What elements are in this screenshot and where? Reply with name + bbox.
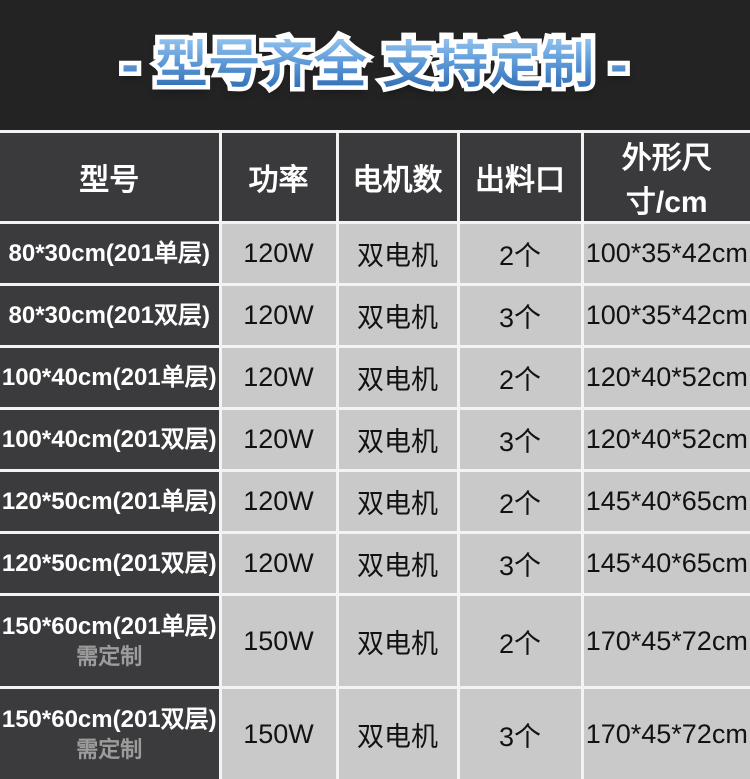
power-cell: 120W [220,285,337,347]
page-title: - 型号齐全 支持定制 - - 型号齐全 支持定制 - [122,39,629,91]
model-name: 150*60cm(201双层) [0,706,219,734]
power-cell: 120W [220,471,337,533]
table-row: 80*30cm(201双层) 120W 双电机 3个 100*35*42cm [0,285,750,347]
table-row: 100*40cm(201单层) 120W 双电机 2个 120*40*52cm [0,347,750,409]
power-cell: 120W [220,223,337,285]
model-cell: 80*30cm(201双层) [0,285,220,347]
model-name: 120*50cm(201双层) [0,550,219,578]
motors-cell: 双电机 [337,347,458,409]
model-note: 需定制 [0,644,219,669]
power-cell: 120W [220,533,337,595]
column-header-power: 功率 [220,132,337,223]
model-cell: 120*50cm(201双层) [0,533,220,595]
model-cell: 80*30cm(201单层) [0,223,220,285]
outlets-cell: 2个 [458,223,582,285]
column-header-dimensions: 外形尺寸/cm [582,132,750,223]
table-row: 150*60cm(201双层) 需定制 150W 双电机 3个 170*45*7… [0,688,750,779]
power-cell: 120W [220,409,337,471]
motors-cell: 双电机 [337,688,458,779]
dimensions-cell: 145*40*65cm [582,471,750,533]
motors-cell: 双电机 [337,223,458,285]
dimensions-cell: 100*35*42cm [582,285,750,347]
table-row: 100*40cm(201双层) 120W 双电机 3个 120*40*52cm [0,409,750,471]
page-title-text: - 型号齐全 支持定制 - [122,39,629,91]
dimensions-cell: 170*45*72cm [582,688,750,779]
motors-cell: 双电机 [337,595,458,688]
dimensions-cell: 100*35*42cm [582,223,750,285]
model-cell: 150*60cm(201双层) 需定制 [0,688,220,779]
model-name: 120*50cm(201单层) [0,488,219,516]
motors-cell: 双电机 [337,471,458,533]
power-cell: 120W [220,347,337,409]
model-name: 80*30cm(201双层) [0,302,219,330]
outlets-cell: 2个 [458,471,582,533]
model-name: 100*40cm(201双层) [0,426,219,454]
outlets-cell: 3个 [458,285,582,347]
motors-cell: 双电机 [337,409,458,471]
column-header-motors: 电机数 [337,132,458,223]
outlets-cell: 3个 [458,533,582,595]
model-name: 150*60cm(201单层) [0,613,219,641]
outlets-cell: 3个 [458,409,582,471]
spec-sheet-page: { "page": { "title": "- 型号齐全 支持定制 -" }, … [0,0,750,746]
column-header-outlets: 出料口 [458,132,582,223]
outlets-cell: 2个 [458,347,582,409]
model-cell: 100*40cm(201单层) [0,347,220,409]
table-row: 120*50cm(201双层) 120W 双电机 3个 145*40*65cm [0,533,750,595]
dimensions-cell: 120*40*52cm [582,347,750,409]
model-name: 100*40cm(201单层) [0,364,219,392]
table-row: 150*60cm(201单层) 需定制 150W 双电机 2个 170*45*7… [0,595,750,688]
model-cell: 120*50cm(201单层) [0,471,220,533]
title-bar: - 型号齐全 支持定制 - - 型号齐全 支持定制 - [0,0,750,130]
table-row: 120*50cm(201单层) 120W 双电机 2个 145*40*65cm [0,471,750,533]
spec-table: 型号 功率 电机数 出料口 外形尺寸/cm 80*30cm(201单层) 120… [0,130,750,779]
spec-table-body: 80*30cm(201单层) 120W 双电机 2个 100*35*42cm 8… [0,223,750,779]
header-row: 型号 功率 电机数 出料口 外形尺寸/cm [0,132,750,223]
dimensions-cell: 145*40*65cm [582,533,750,595]
motors-cell: 双电机 [337,533,458,595]
model-note: 需定制 [0,737,219,762]
outlets-cell: 2个 [458,595,582,688]
model-cell: 150*60cm(201单层) 需定制 [0,595,220,688]
power-cell: 150W [220,688,337,779]
power-cell: 150W [220,595,337,688]
dimensions-cell: 170*45*72cm [582,595,750,688]
outlets-cell: 3个 [458,688,582,779]
spec-table-header: 型号 功率 电机数 出料口 外形尺寸/cm [0,132,750,223]
table-row: 80*30cm(201单层) 120W 双电机 2个 100*35*42cm [0,223,750,285]
model-cell: 100*40cm(201双层) [0,409,220,471]
model-name: 80*30cm(201单层) [0,240,219,268]
motors-cell: 双电机 [337,285,458,347]
dimensions-cell: 120*40*52cm [582,409,750,471]
column-header-model: 型号 [0,132,220,223]
